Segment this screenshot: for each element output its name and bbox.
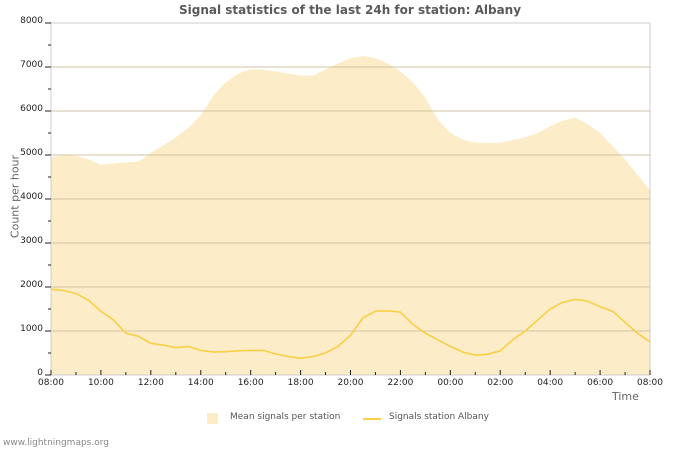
- x-tick-label: 06:00: [587, 378, 614, 388]
- y-tick-label: 1000: [20, 324, 43, 334]
- chart-title: Signal statistics of the last 24h for st…: [178, 3, 522, 17]
- y-tick-label: 3000: [20, 236, 43, 246]
- x-tick-label: 16:00: [237, 378, 264, 388]
- axes: [45, 22, 651, 376]
- legend-area-label: Mean signals per station: [230, 412, 341, 422]
- x-tick-label: 08:00: [38, 378, 64, 388]
- x-tick-label: 12:00: [137, 378, 164, 388]
- gridlines: [51, 22, 650, 332]
- x-tick-label: 04:00: [537, 378, 564, 388]
- mean-signals-area: [51, 56, 650, 375]
- y-tick-label: 4000: [20, 192, 43, 202]
- y-tick-label: 2000: [20, 280, 43, 290]
- x-tick-label: 18:00: [287, 378, 314, 388]
- y-tick-label: 8000: [20, 16, 43, 26]
- x-tick-label: 10:00: [87, 378, 114, 388]
- x-tick-label: 02:00: [487, 378, 514, 388]
- x-tick-label: 08:00: [637, 378, 663, 388]
- footer-link[interactable]: www.lightningmaps.org: [3, 438, 109, 448]
- y-tick-label: 5000: [20, 148, 43, 158]
- x-tick-label: 20:00: [337, 378, 364, 388]
- station-signals-line: [50, 288, 651, 360]
- y-tick-label: 6000: [20, 104, 43, 114]
- legend-line-swatch: [363, 418, 381, 420]
- legend-line-label: Signals station Albany: [389, 412, 489, 422]
- x-tick-label: 14:00: [187, 378, 214, 388]
- x-tick-label: 22:00: [387, 378, 414, 388]
- x-axis-label: Time: [612, 390, 639, 403]
- legend-area-swatch: [207, 413, 218, 424]
- y-tick-label: 0: [37, 368, 43, 378]
- y-tick-label: 7000: [20, 60, 43, 70]
- x-tick-label: 00:00: [437, 378, 464, 388]
